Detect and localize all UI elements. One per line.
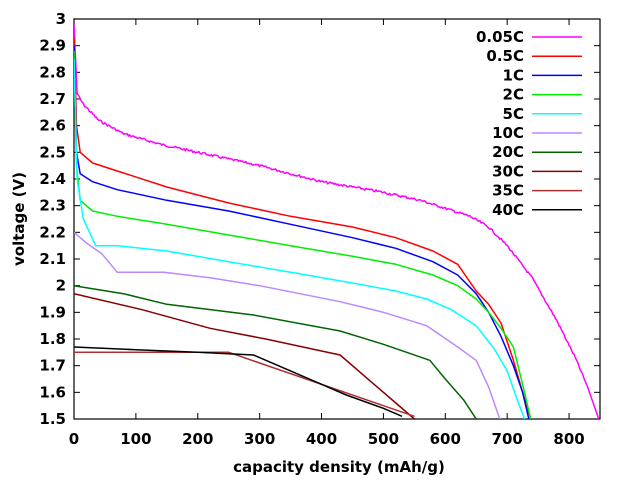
- series-lines: [74, 24, 600, 419]
- y-tick-label: 1.6: [39, 383, 66, 401]
- y-tick-label: 2.6: [39, 117, 66, 135]
- y-tick-label: 2.2: [39, 223, 66, 241]
- legend-label-40C: 40C: [492, 201, 524, 219]
- y-tick-label: 2.5: [39, 143, 66, 161]
- legend-label-35C: 35C: [492, 182, 524, 200]
- legend-label-10C: 10C: [492, 124, 524, 142]
- x-tick-label: 600: [430, 430, 461, 448]
- y-tick-label: 1.9: [39, 303, 66, 321]
- x-tick-label: 500: [368, 430, 399, 448]
- y-tick-label: 1.5: [39, 410, 66, 428]
- y-tick-label: 2.1: [39, 250, 66, 268]
- series-line-40C: [74, 346, 403, 417]
- y-tick-label: 2.7: [39, 90, 66, 108]
- y-tick-label: 2.4: [39, 170, 66, 188]
- series-line-20C: [74, 284, 477, 419]
- series-line-0.5C: [74, 37, 532, 419]
- legend-label-5C: 5C: [503, 105, 524, 123]
- series-line-5C: [74, 58, 526, 419]
- x-tick-label: 100: [120, 430, 151, 448]
- x-tick-label: 700: [492, 430, 523, 448]
- x-tick-label: 200: [182, 430, 213, 448]
- x-tick-label: 300: [244, 430, 275, 448]
- legend-label-30C: 30C: [492, 162, 524, 180]
- series-line-35C: [74, 351, 415, 418]
- legend-label-20C: 20C: [492, 143, 524, 161]
- legend-label-0.5C: 0.5C: [486, 47, 524, 65]
- plot-frame: [73, 18, 601, 420]
- x-tick-label: 0: [69, 430, 79, 448]
- y-tick-label: 2.3: [39, 197, 66, 215]
- x-axis-ticks: 0 100 200 300 400 500 600 700 800: [69, 19, 585, 448]
- legend-label-2C: 2C: [503, 86, 524, 104]
- series-line-1C: [74, 45, 530, 419]
- x-axis-title: capacity density (mAh/g): [233, 458, 445, 476]
- x-tick-label: 800: [553, 430, 584, 448]
- legend-label-1C: 1C: [503, 66, 524, 84]
- y-axis-ticks: 1.5 1.6 1.7 1.8 1.9 2 2.1 2.2 2.3 2.4 2.5 2.6 2.7 2.8…: [39, 10, 600, 428]
- y-tick-label: 1.8: [39, 330, 66, 348]
- y-tick-label: 3: [56, 10, 66, 28]
- y-tick-label: 2: [56, 277, 66, 295]
- series-line-30C: [74, 292, 415, 419]
- series-line-2C: [74, 50, 532, 419]
- y-tick-label: 2.9: [39, 37, 66, 55]
- y-axis-title: voltage (V): [10, 172, 28, 266]
- x-tick-label: 400: [306, 430, 337, 448]
- y-tick-label: 1.7: [39, 357, 66, 375]
- series-line-0.05C: [74, 24, 600, 419]
- series-line-10C: [74, 231, 501, 419]
- legend-label-0.05C: 0.05C: [476, 28, 524, 46]
- series-lines-clipped: [74, 24, 600, 419]
- y-tick-label: 2.8: [39, 63, 66, 81]
